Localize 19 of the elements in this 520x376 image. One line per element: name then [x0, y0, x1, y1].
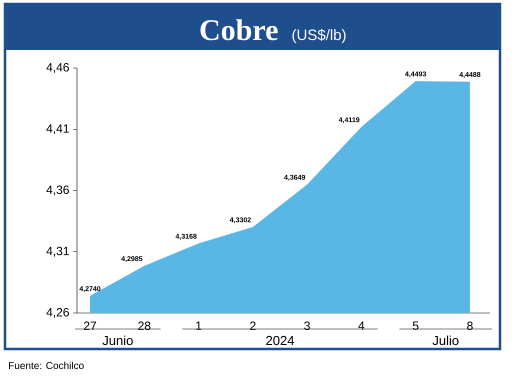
y-tick-label: 4,36	[46, 186, 69, 196]
x-tick-label: 1	[196, 322, 202, 330]
text: Julio	[432, 336, 459, 346]
x-tick-label: 27	[84, 322, 96, 330]
source-note: Fuente: Cochilco	[9, 362, 84, 370]
y-tick-label: 4,31	[46, 246, 69, 257]
y-tick-label: 4,41	[46, 124, 69, 134]
x-tick-label: 2	[250, 322, 256, 330]
x-tick-label: 5	[412, 322, 418, 330]
x-tick-label: 28	[138, 322, 150, 330]
chart-title: Cobre	[200, 19, 278, 40]
x-tick-label: 8	[467, 322, 473, 330]
x-tick-label: 3	[304, 322, 310, 330]
y-tick-label: 4,46	[46, 63, 69, 73]
chart-subtitle: (US$/lb)	[292, 28, 346, 44]
text: Junio	[102, 336, 133, 346]
x-tick-label: 4	[358, 322, 364, 330]
y-tick-label: 4,26	[46, 308, 69, 318]
text: 2024	[266, 336, 294, 346]
